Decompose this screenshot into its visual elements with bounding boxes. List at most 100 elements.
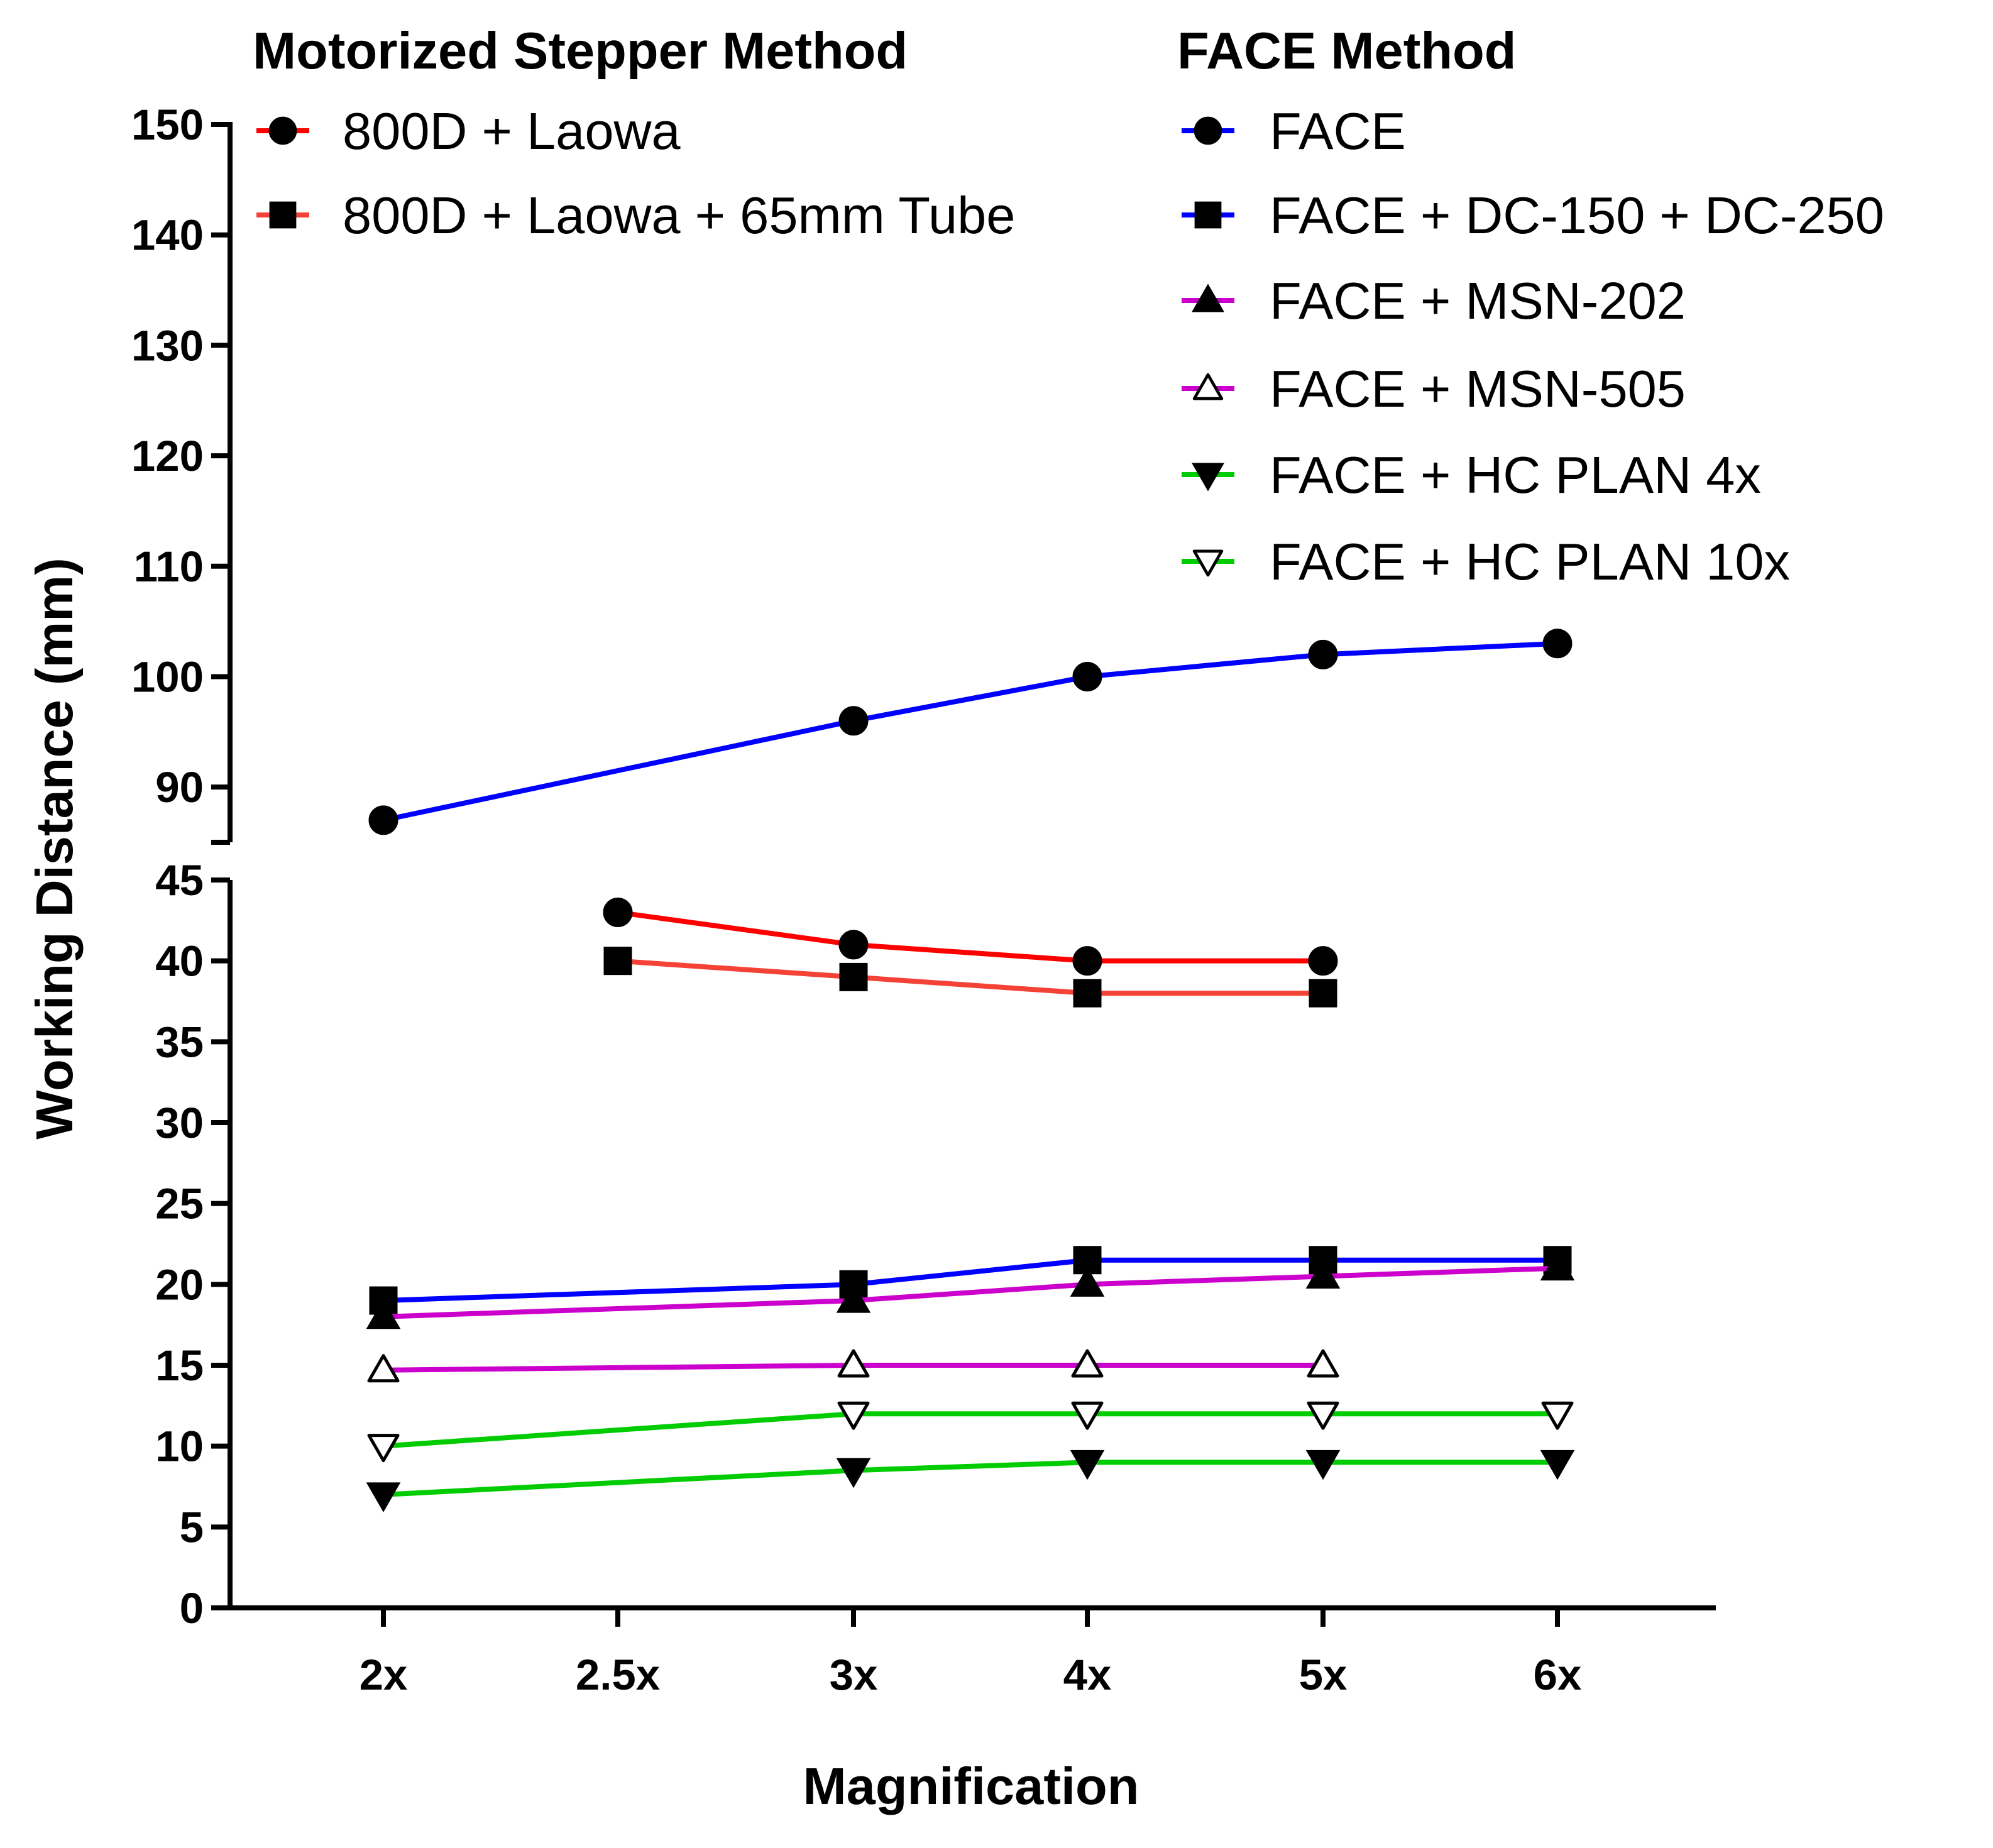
data-point xyxy=(1070,1267,1105,1297)
data-point xyxy=(368,805,398,835)
data-point xyxy=(1071,1401,1104,1430)
data-point xyxy=(1540,1449,1575,1480)
x-tick-label: 3x xyxy=(830,1651,878,1699)
data-point xyxy=(1541,1401,1574,1430)
data-point xyxy=(1542,629,1573,659)
series-6 xyxy=(367,1349,1339,1383)
legend-label: 800D + Laowa xyxy=(343,102,681,160)
y-tick-label: 30 xyxy=(155,1099,204,1147)
data-point xyxy=(836,1458,871,1488)
legend-marker xyxy=(1192,549,1224,577)
legend-marker xyxy=(1194,116,1222,145)
data-point xyxy=(1540,1250,1575,1281)
legend-item: FACE xyxy=(1182,102,1406,160)
x-tick-label: 6x xyxy=(1534,1651,1582,1699)
series-line xyxy=(383,1411,1557,1449)
data-point xyxy=(603,897,633,927)
y-tick-label: 140 xyxy=(131,211,204,260)
y-tick-label: 100 xyxy=(131,652,204,701)
data-point xyxy=(837,1349,870,1378)
x-axis-title: Magnification xyxy=(803,1757,1139,1815)
legend-item: FACE + HC PLAN 4x xyxy=(1182,446,1761,504)
legend-label: FACE + HC PLAN 10x xyxy=(1270,532,1790,591)
legend-label: FACE + MSN-202 xyxy=(1270,272,1686,330)
legend-heading: Motorized Stepper Method xyxy=(253,21,908,80)
series-8 xyxy=(367,1401,1574,1463)
data-point xyxy=(838,706,869,736)
series-1 xyxy=(603,897,1338,976)
data-point xyxy=(1070,1449,1105,1480)
series-line xyxy=(383,1363,1323,1373)
data-point xyxy=(366,1299,401,1329)
legend-marker xyxy=(269,201,297,229)
series-line xyxy=(383,1460,1557,1497)
data-point xyxy=(1307,1349,1339,1378)
data-point xyxy=(1073,979,1102,1008)
y-tick-label: 40 xyxy=(155,937,204,986)
data-point xyxy=(1072,661,1102,691)
data-point xyxy=(367,1354,400,1383)
legend-marker xyxy=(268,116,297,145)
legend-item: FACE + DC-150 + DC-250 xyxy=(1182,186,1884,245)
legend-group-2: FACE Method FACE FACE + DC-150 + DC-250 FAC… xyxy=(1177,21,1884,591)
data-point xyxy=(1305,1449,1341,1480)
legend-label: FACE + DC-150 + DC-250 xyxy=(1270,186,1884,245)
legend-marker xyxy=(1192,283,1224,312)
legend-marker xyxy=(1194,201,1222,229)
legend-item: 800D + Laowa + 65mm Tube xyxy=(256,186,1015,245)
legend-label: FACE + HC PLAN 4x xyxy=(1270,446,1761,504)
data-point xyxy=(837,1401,870,1430)
y-tick-label: 150 xyxy=(131,101,204,149)
data-point xyxy=(838,930,869,960)
legend-item: 800D + Laowa xyxy=(256,102,681,160)
y-tick-label: 90 xyxy=(155,763,204,811)
data-point xyxy=(1071,1349,1104,1378)
y-tick-label: 15 xyxy=(155,1341,204,1390)
y-tick-label: 20 xyxy=(155,1260,204,1309)
series-line xyxy=(617,910,1323,964)
series-7 xyxy=(366,1449,1575,1512)
data-point xyxy=(1072,946,1102,976)
data-point xyxy=(839,962,868,991)
x-tick-label: 4x xyxy=(1063,1651,1112,1699)
series-2 xyxy=(603,947,1337,1008)
legend-group-1: Motorized Stepper Method 800D + Laowa 800D… xyxy=(253,21,1015,245)
x-tick-label: 2x xyxy=(360,1651,408,1699)
y-tick-label: 45 xyxy=(155,856,204,905)
y-tick-label: 130 xyxy=(131,321,204,370)
data-point xyxy=(1308,639,1338,669)
y-tick-label: 0 xyxy=(180,1584,204,1632)
x-tick-label: 2.5x xyxy=(576,1651,660,1699)
data-point xyxy=(1305,1258,1341,1289)
data-point xyxy=(367,1434,400,1463)
legend-label: FACE + MSN-505 xyxy=(1270,360,1686,418)
data-point xyxy=(1308,946,1338,976)
data-point xyxy=(1309,979,1337,1008)
x-tick-label: 5x xyxy=(1299,1651,1348,1699)
y-tick-label: 35 xyxy=(155,1018,204,1066)
axes: 0 5 10 15 20 25 30 35 40 45 90 100 110 120 130 140 150 2x… xyxy=(131,101,1716,1699)
legend-heading: FACE Method xyxy=(1177,21,1516,80)
y-tick-label: 10 xyxy=(155,1422,204,1471)
legend-item: FACE + MSN-202 xyxy=(1182,272,1686,330)
legend-marker xyxy=(1192,373,1224,400)
legend-label: FACE xyxy=(1270,102,1406,160)
y-tick-label: 120 xyxy=(131,432,204,480)
legend: Motorized Stepper Method 800D + Laowa 800D… xyxy=(253,21,1884,591)
legend-marker xyxy=(1192,463,1224,492)
legend-label: 800D + Laowa + 65mm Tube xyxy=(343,186,1015,245)
data-point xyxy=(1307,1401,1339,1430)
series-4 xyxy=(369,1246,1572,1315)
y-tick-label: 25 xyxy=(155,1180,204,1228)
legend-item: FACE + MSN-505 xyxy=(1182,360,1686,418)
series-line xyxy=(383,641,1558,823)
data-point xyxy=(366,1482,401,1512)
data-point xyxy=(836,1283,871,1313)
series-5 xyxy=(366,1250,1575,1329)
series-3 xyxy=(368,629,1573,835)
data-point xyxy=(603,947,632,976)
y-axis-title: Working Distance (mm) xyxy=(25,558,84,1139)
y-tick-label: 110 xyxy=(134,542,204,591)
